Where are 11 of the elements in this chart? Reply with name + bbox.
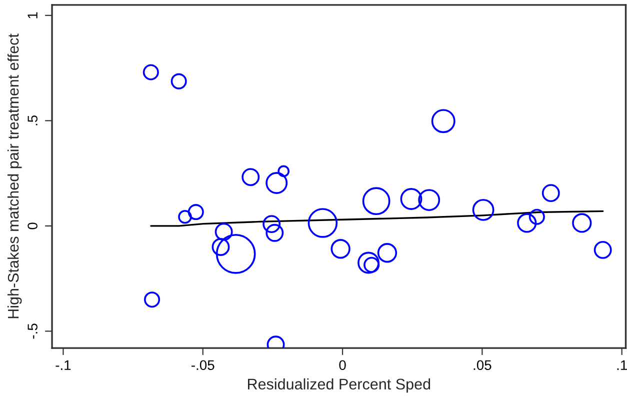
x-axis-title: Residualized Percent Sped: [248, 378, 430, 393]
y-tick-label: -.5: [28, 324, 38, 339]
x-tick-label: -.05: [192, 360, 214, 370]
y-tick-label: 0: [28, 222, 38, 230]
y-axis-title: High-Stakes matched pair treatment effect: [7, 34, 22, 318]
x-tick-label: .05: [474, 360, 492, 370]
x-tick-label: 0: [339, 360, 346, 370]
y-tick-label: 1: [28, 12, 38, 18]
y-tick-label: .5: [28, 115, 38, 126]
x-tick-label: -.1: [56, 360, 71, 370]
x-tick-label: .1: [617, 360, 627, 370]
